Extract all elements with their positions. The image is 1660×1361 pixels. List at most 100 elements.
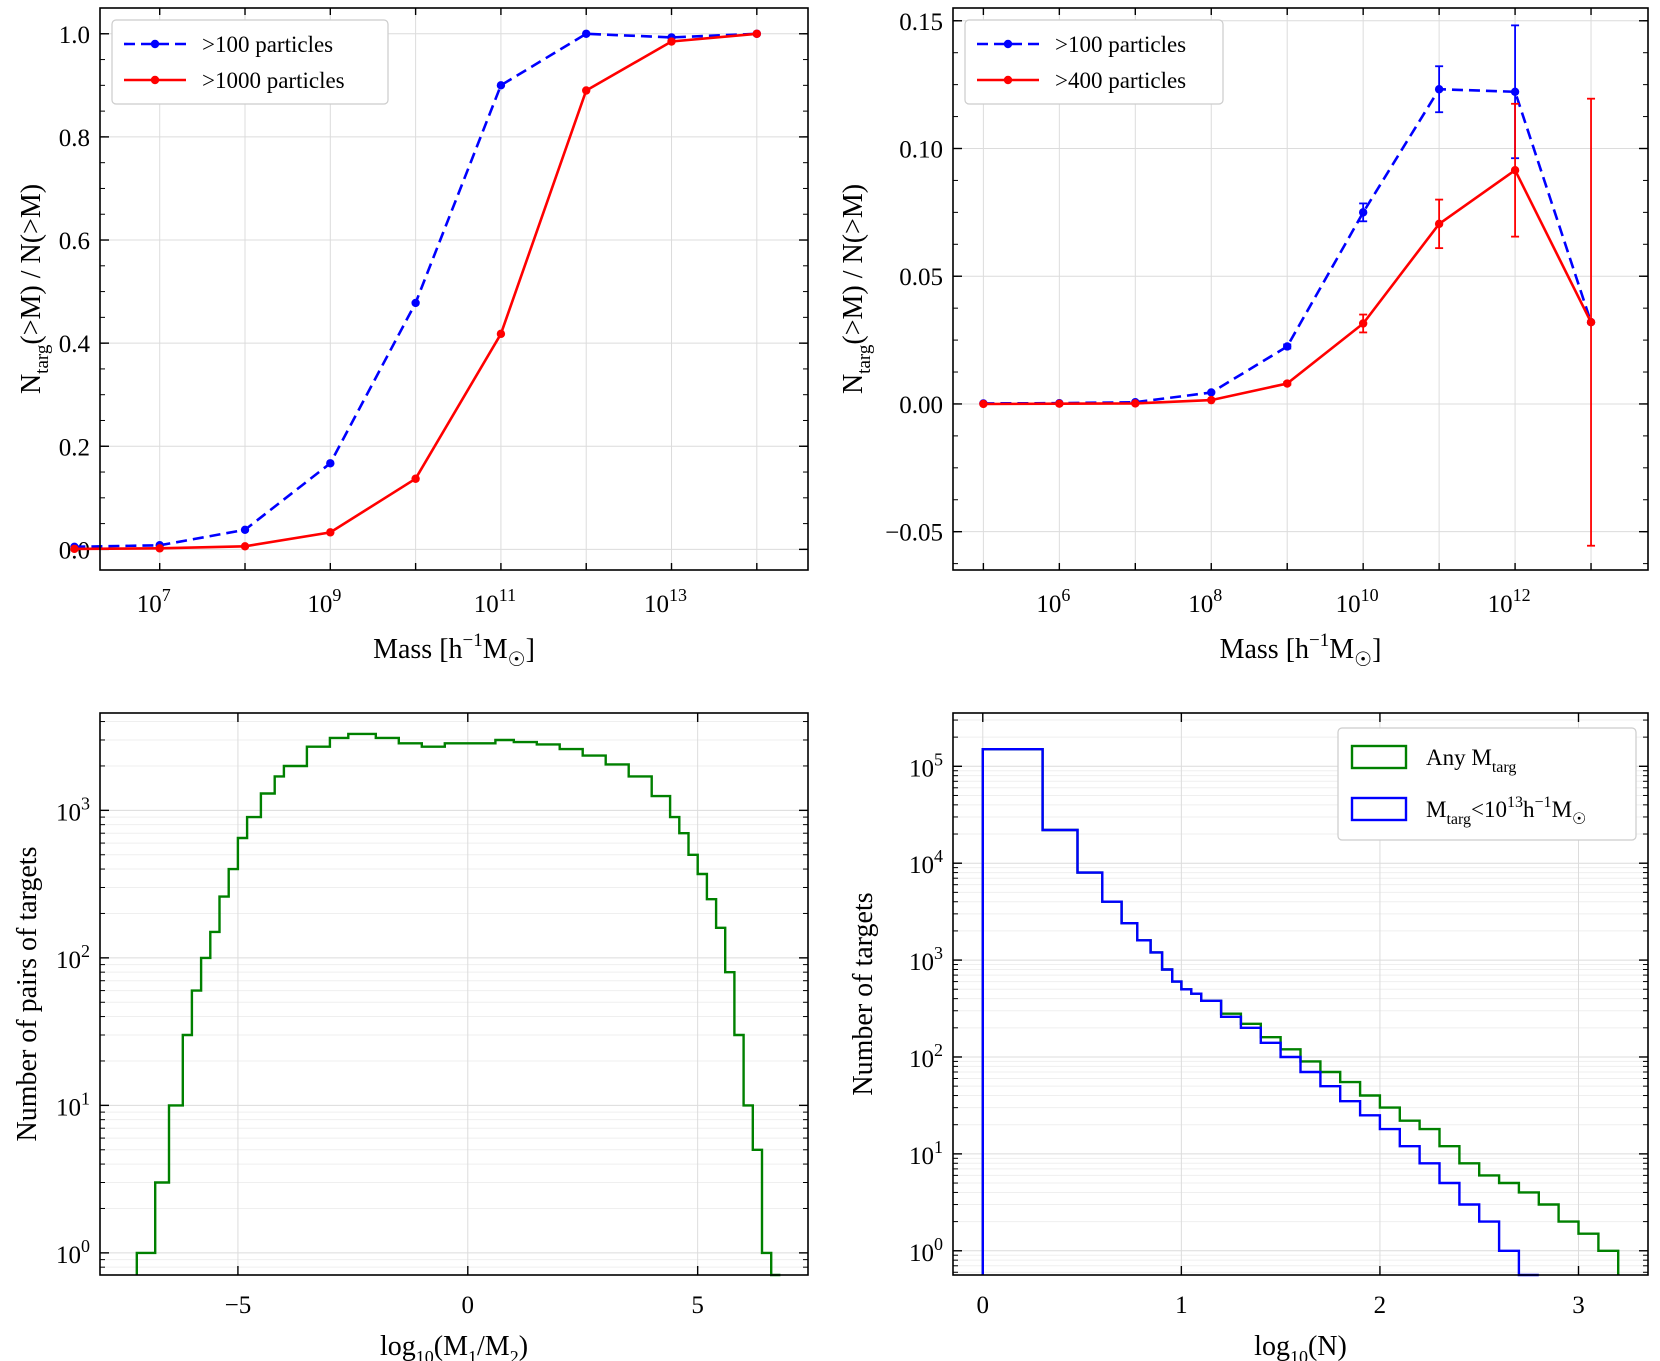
legend-entry: >100 particles bbox=[977, 32, 1186, 57]
data-point bbox=[1131, 399, 1140, 408]
data-point bbox=[1434, 219, 1444, 229]
data-point bbox=[582, 86, 591, 95]
y-axis-label: Number of targets bbox=[848, 892, 879, 1095]
tick-label: 104 bbox=[909, 846, 943, 879]
data-point bbox=[1510, 87, 1520, 96]
x-tick-label: 5 bbox=[691, 1292, 704, 1319]
panel-top-right: 106 108 1010 1012 −0.05 0.00 0.05 0.10 0.15 >100 … bbox=[838, 7, 1649, 671]
data-point bbox=[1207, 388, 1216, 397]
series--400-particles bbox=[979, 97, 1596, 547]
data-point bbox=[70, 544, 79, 554]
data-point bbox=[752, 29, 762, 38]
tick-label: 1012 bbox=[1488, 585, 1531, 618]
axes-frame bbox=[952, 7, 1649, 571]
legend-entry: >1000 particles bbox=[124, 68, 345, 93]
data-point bbox=[411, 298, 420, 308]
legend-box bbox=[111, 19, 389, 105]
axes-frame bbox=[99, 7, 809, 571]
data-point bbox=[667, 37, 676, 46]
y-tick-label: 0.2 bbox=[59, 434, 90, 461]
panel-bottom-right: 100 101 102 103 104 105 0 1 2 3 log10(N) Number of … bbox=[848, 712, 1649, 1361]
y-tick-label: 0.10 bbox=[899, 137, 943, 164]
tick-label: 100 bbox=[909, 1234, 943, 1267]
data-point bbox=[1283, 342, 1292, 351]
tick-label: 108 bbox=[1188, 585, 1222, 618]
data-point bbox=[1358, 208, 1368, 217]
data-point bbox=[1510, 166, 1520, 175]
tick-label: 106 bbox=[1036, 585, 1070, 618]
legend-marker bbox=[150, 39, 160, 49]
histogram-step bbox=[135, 732, 781, 1277]
y-tick-label: −0.05 bbox=[885, 520, 943, 547]
legend-swatch bbox=[1350, 744, 1408, 770]
legend-label: Mtarg<1013h−1M☉ bbox=[1426, 794, 1586, 828]
y-tick-label: 0.05 bbox=[899, 264, 943, 291]
y-tick-label: 0.6 bbox=[59, 228, 90, 255]
y-tick-label: 0.8 bbox=[59, 125, 90, 152]
x-axis-label: log10(N) bbox=[1254, 1331, 1347, 1361]
legend-label: >1000 particles bbox=[202, 68, 345, 93]
data-point bbox=[1283, 379, 1292, 388]
legend-entry: >400 particles bbox=[977, 68, 1186, 93]
tick-label: 100 bbox=[56, 1236, 90, 1269]
data-point bbox=[582, 29, 591, 38]
y-tick-label: 0.15 bbox=[899, 9, 943, 36]
series--1000-particles bbox=[70, 29, 762, 554]
x-tick-label: 2 bbox=[1374, 1292, 1387, 1319]
data-point bbox=[411, 474, 420, 483]
x-tick-label: 1 bbox=[1175, 1292, 1188, 1319]
legend-label: >100 particles bbox=[1055, 32, 1186, 57]
y-axis-label: Ntarg(>M) / N(>M) bbox=[16, 184, 53, 394]
y-tick-label: 0.00 bbox=[899, 392, 943, 419]
tick-label: 102 bbox=[56, 941, 90, 974]
data-point bbox=[1586, 318, 1596, 327]
y-tick-label: 0.4 bbox=[59, 331, 91, 358]
tick-label: 101 bbox=[56, 1088, 90, 1121]
legend-swatch bbox=[1350, 796, 1408, 822]
x-tick-label: 3 bbox=[1572, 1292, 1585, 1319]
data-point bbox=[240, 525, 250, 534]
legend-marker bbox=[150, 75, 160, 85]
tick-label: 105 bbox=[909, 749, 943, 782]
y-axis-label: Number of pairs of targets bbox=[12, 847, 43, 1142]
data-point bbox=[979, 399, 988, 409]
legend-marker bbox=[1003, 39, 1013, 49]
legend-marker bbox=[1003, 75, 1013, 85]
x-tick-label: 0 bbox=[462, 1292, 475, 1319]
panel-bottom-left: 100 101 102 103 −5 0 5 log10(M1/M2) Number of pa… bbox=[12, 712, 809, 1361]
data-point bbox=[1358, 319, 1368, 328]
data-point bbox=[496, 329, 506, 339]
x-axis-label: Mass [h−1M☉] bbox=[373, 630, 535, 671]
histogram-0 bbox=[135, 732, 781, 1277]
plot-area bbox=[100, 713, 808, 1275]
tick-label: 103 bbox=[56, 793, 90, 826]
tick-label: 1011 bbox=[474, 585, 516, 618]
x-tick-label: 0 bbox=[977, 1292, 990, 1319]
tick-label: 1010 bbox=[1336, 585, 1379, 618]
tick-label: 107 bbox=[137, 585, 171, 618]
axes-frame bbox=[99, 712, 809, 1276]
data-point bbox=[1055, 399, 1064, 408]
data-point bbox=[155, 544, 164, 553]
legend-label: >400 particles bbox=[1055, 68, 1186, 93]
y-tick-label: 1.0 bbox=[59, 22, 90, 49]
tick-label: 1013 bbox=[644, 585, 687, 618]
tick-label: 109 bbox=[307, 585, 341, 618]
series-line bbox=[983, 87, 1593, 405]
legend-label: Any Mtarg bbox=[1426, 745, 1516, 776]
legend-box bbox=[964, 19, 1224, 105]
x-tick-label: −5 bbox=[225, 1292, 252, 1319]
tick-label: 103 bbox=[909, 943, 943, 976]
legend-entry: Any Mtarg bbox=[1350, 744, 1516, 776]
x-axis-label: Mass [h−1M☉] bbox=[1220, 630, 1382, 671]
legend-box bbox=[1337, 727, 1637, 841]
histogram-1 bbox=[981, 748, 1539, 1277]
axes-frame bbox=[952, 712, 1649, 1276]
data-point bbox=[240, 542, 250, 551]
data-point bbox=[1207, 395, 1216, 405]
legend-label: >100 particles bbox=[202, 32, 333, 57]
data-point bbox=[1434, 85, 1444, 94]
legend-entry: Mtarg<1013h−1M☉ bbox=[1350, 794, 1586, 828]
